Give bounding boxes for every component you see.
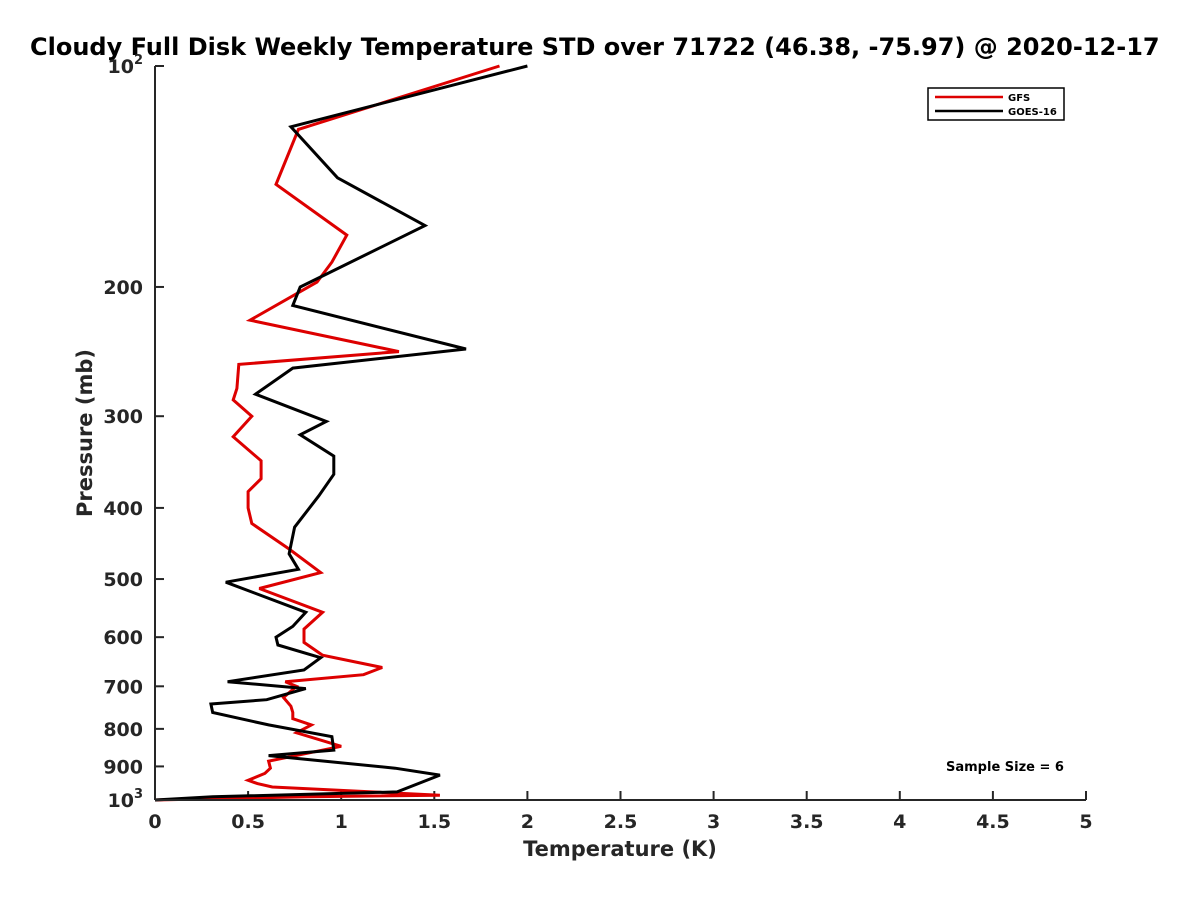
series-goes16-line <box>154 64 528 802</box>
x-tick-label: 2.5 <box>604 811 638 833</box>
legend-goes16-label: GOES-16 <box>1008 107 1057 118</box>
chart-title: Cloudy Full Disk Weekly Temperature STD … <box>30 33 1160 61</box>
series-gfs-line <box>154 64 500 802</box>
y-tick-label: 800 <box>103 719 143 741</box>
legend: GFS GOES-16 <box>927 87 1065 121</box>
y-tick-label: 900 <box>103 756 143 778</box>
series-layer <box>154 64 528 802</box>
x-tick-label: 3.5 <box>790 811 824 833</box>
x-tick-label: 5 <box>1079 811 1092 833</box>
x-axis-label: Temperature (K) <box>523 837 717 861</box>
x-tick-label: 1 <box>335 811 348 833</box>
y-axis-label: Pressure (mb) <box>73 349 97 517</box>
y-tick-label: 500 <box>103 569 143 591</box>
y-tick-label: 200 <box>103 277 143 299</box>
y-tick-label: 700 <box>103 676 143 698</box>
x-tick-label: 3 <box>707 811 720 833</box>
x-tick-label: 0.5 <box>231 811 265 833</box>
sample-size-annotation: Sample Size = 6 <box>946 760 1064 775</box>
y-tick-label: 400 <box>103 498 143 520</box>
legend-gfs-label: GFS <box>1008 93 1030 104</box>
x-tick-label: 0 <box>148 811 161 833</box>
x-tick-label: 2 <box>521 811 534 833</box>
x-tick-label: 4 <box>893 811 906 833</box>
legend-box <box>927 87 1065 121</box>
x-tick-label: 1.5 <box>417 811 451 833</box>
y-tick-label: 300 <box>103 406 143 428</box>
y-tick-label: 600 <box>103 627 143 649</box>
axis-ticks: 0 0.5 1 1.5 2 2.5 3 3.5 4 4.5 51022003004005006007… <box>103 53 1092 833</box>
x-tick-label: 4.5 <box>976 811 1010 833</box>
